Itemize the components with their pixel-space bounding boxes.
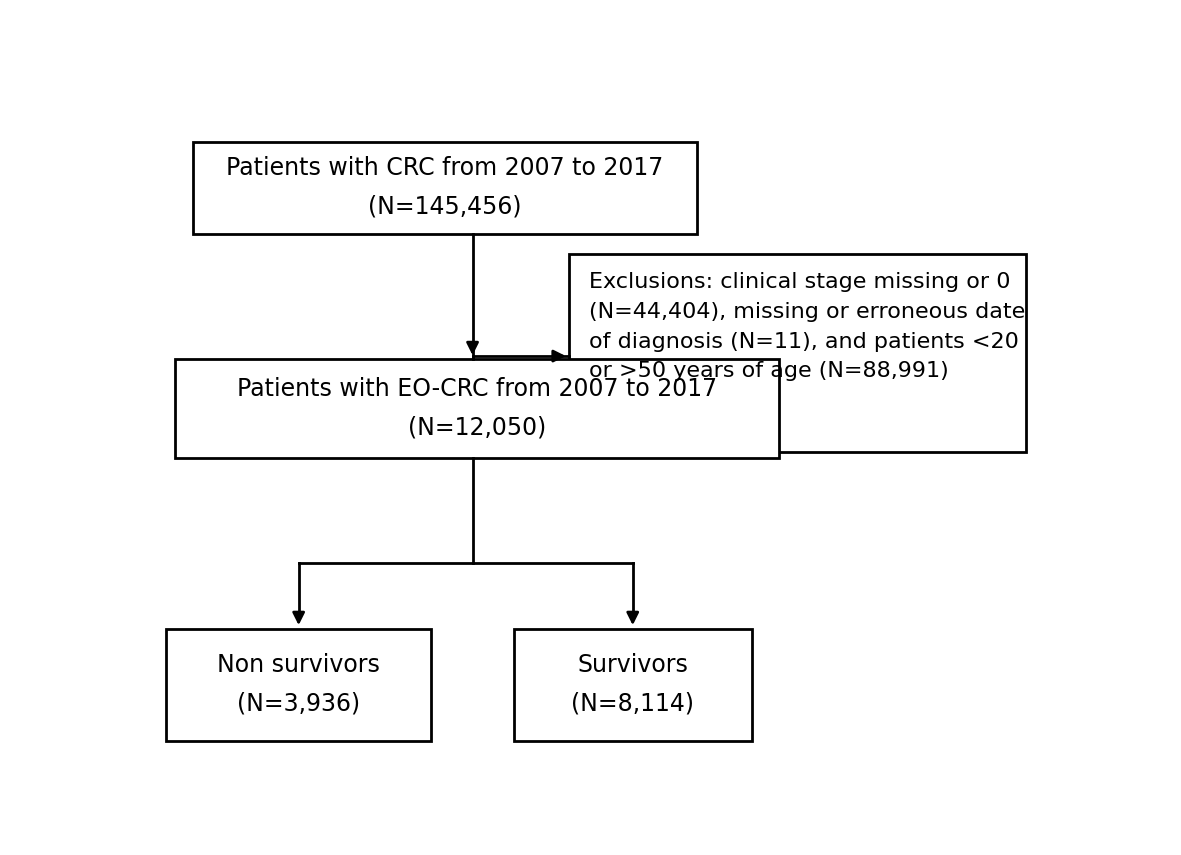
Text: (N=3,936): (N=3,936) [237,692,360,716]
Text: Patients with CRC from 2007 to 2017: Patients with CRC from 2007 to 2017 [227,156,664,180]
Bar [165,629,431,741]
Bar [514,629,752,741]
Text: Exclusions: clinical stage missing or 0
(N=44,404), missing or erroneous date
of: Exclusions: clinical stage missing or 0 … [589,273,1025,381]
Text: Survivors: Survivors [578,653,689,677]
Text: (N=12,050): (N=12,050) [407,416,547,439]
Text: (N=145,456): (N=145,456) [368,195,522,219]
Bar [175,359,779,458]
Text: Non survivors: Non survivors [217,653,380,677]
Bar [194,142,697,234]
Text: (N=8,114): (N=8,114) [572,692,694,716]
Bar [569,254,1026,451]
Text: Patients with EO-CRC from 2007 to 2017: Patients with EO-CRC from 2007 to 2017 [237,377,717,401]
